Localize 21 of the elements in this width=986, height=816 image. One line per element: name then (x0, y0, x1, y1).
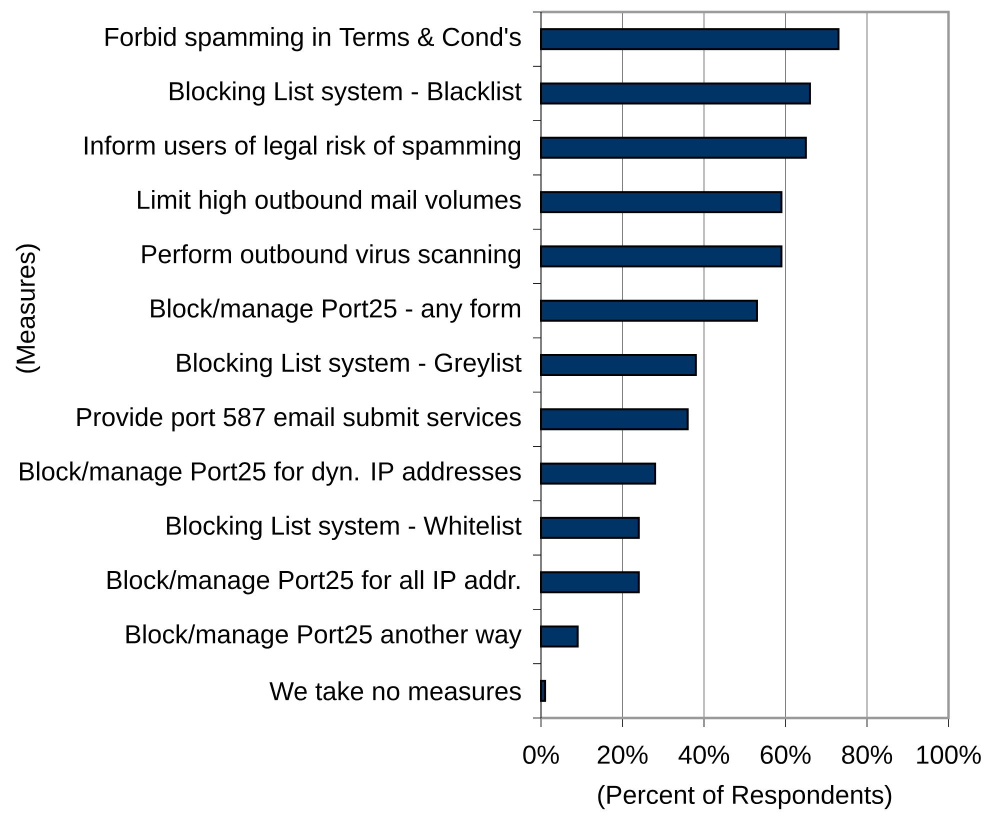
y-tick-label: Provide port 587 email submit services (77, 407, 521, 432)
y-tick-label: Inform users of legal risk of spamming (84, 136, 520, 160)
y-tick-label: Block/manage Port25 for all IP addr. (108, 570, 520, 594)
x-tick-label: 80% (842, 746, 892, 764)
y-tick-label: Forbid spamming in Terms & Cond's (106, 27, 521, 52)
x-tick-label: 20% (598, 746, 648, 764)
x-tick-label: 60% (760, 746, 811, 764)
y-tick-label: Blocking List system - Greylist (177, 352, 522, 378)
x-tick-label: 100% (917, 746, 981, 764)
x-axis-title: (Percent of Respondents) (598, 784, 892, 810)
y-axis-title: (Measures) (16, 244, 40, 373)
y-tick-label: Perform outbound virus scanning (142, 244, 520, 268)
y-tick-label: Block/manage Port25 - any form (151, 298, 520, 323)
y-tick-label: Block/manage Port25 another way (126, 624, 522, 649)
y-tick-label: Blocking List system - Whitelist (167, 516, 522, 540)
y-tick-label: Block/manage Port25 for dyn. IP addresses (20, 462, 521, 486)
x-tick-label: 0% (523, 746, 559, 764)
y-tick-label: Blocking List system - Blacklist (170, 81, 522, 106)
y-tick-label: We take no measures (269, 681, 521, 700)
y-tick-label: Limit high outbound mail volumes (138, 190, 521, 214)
x-tick-label: 40% (678, 746, 730, 764)
